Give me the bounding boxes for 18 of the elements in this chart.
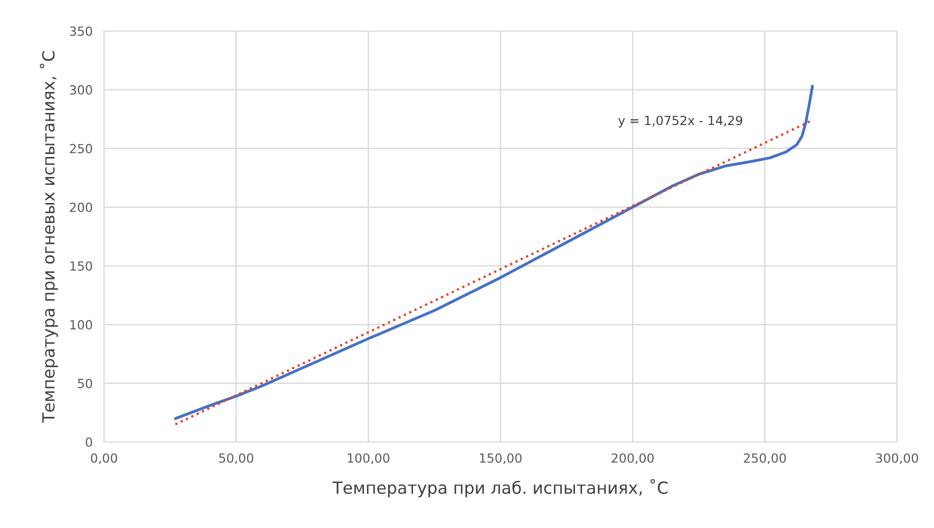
y-tick-label: 150 [70, 261, 92, 271]
x-tick-label: 250,00 [744, 453, 786, 464]
y-tick-label: 300 [70, 85, 92, 95]
y-tick-label: 0 [86, 437, 92, 447]
annotation: y = 1,0752x - 14,29 [618, 116, 742, 128]
y-tick-label: 250 [70, 144, 92, 154]
x-tick-label: 150,00 [480, 453, 522, 464]
x-axis-title: Температура при лаб. испытаниях, ˚C [332, 479, 668, 498]
y-axis-title: Температура при огневых испытаниях, ˚C [40, 51, 58, 423]
x-tick-label: 100,00 [348, 453, 390, 464]
x-tick-label: 200,00 [612, 453, 654, 464]
y-tick-label: 50 [78, 378, 92, 388]
y-tick-label: 100 [70, 320, 92, 330]
x-tick-label: 0,00 [90, 453, 118, 464]
x-tick-label: 50,00 [219, 453, 254, 464]
x-tick-label: 300,00 [876, 453, 918, 464]
y-tick-label: 200 [70, 202, 92, 212]
y-tick-label: 350 [70, 26, 92, 36]
